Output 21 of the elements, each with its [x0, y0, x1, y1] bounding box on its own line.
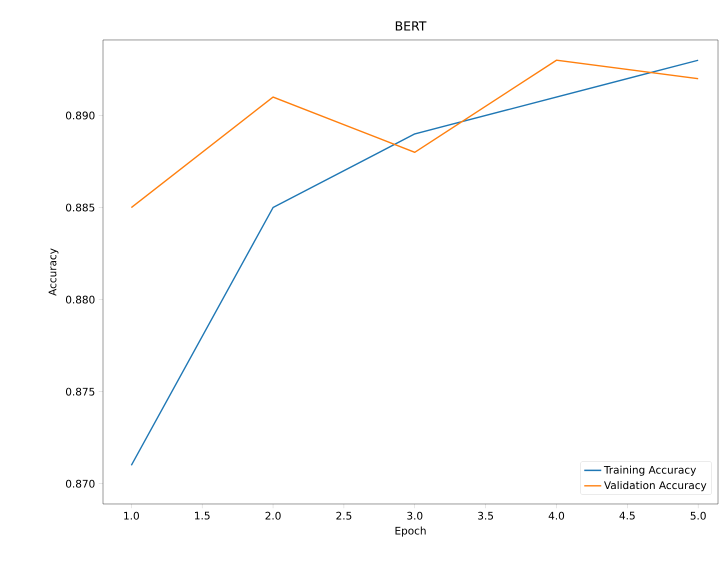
line-series: [130, 60, 699, 466]
x-tick-label: 4.5: [620, 512, 635, 520]
x-tick-label: 4.0: [548, 512, 564, 520]
y-tick-label: 0.890: [66, 112, 95, 120]
legend-label: Validation Accuracy: [604, 481, 706, 492]
x-tick-label: 2.5: [336, 512, 352, 520]
x-tick-label: 1.5: [195, 512, 210, 520]
y-tick-label: 0.875: [66, 388, 94, 396]
x-tick-label: 3.5: [478, 512, 494, 520]
legend-label: Training Accuracy: [604, 466, 696, 476]
x-axis-title: Epoch: [396, 526, 426, 537]
x-tick-label: 5.0: [690, 512, 706, 520]
y-tick-label: 0.870: [66, 480, 95, 488]
x-tick-label: 3.0: [407, 512, 422, 520]
y-axis-title: Accuracy: [48, 248, 58, 296]
x-tick-label: 2.0: [266, 512, 281, 520]
y-tick-label: 0.880: [66, 296, 95, 304]
y-tick-label: 0.885: [66, 204, 94, 212]
chart-title: BERT: [396, 21, 426, 30]
line-series: [130, 60, 699, 208]
x-tick-label: 1.0: [124, 512, 139, 520]
